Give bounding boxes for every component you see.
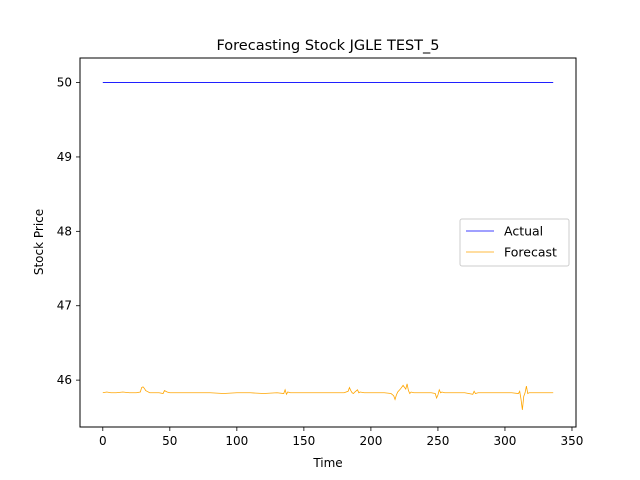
- x-axis-label: Time: [312, 456, 342, 470]
- y-tick-label: 49: [57, 150, 72, 164]
- series-line-forecast: [102, 383, 554, 410]
- y-axis: 46 47 48 49 50: [57, 76, 80, 387]
- x-tick-label: 350: [561, 434, 584, 448]
- x-axis: 0 50 100 150 200 250 300 350: [99, 427, 583, 448]
- legend-label-forecast: Forecast: [504, 245, 557, 260]
- y-axis-label: Stock Price: [32, 209, 46, 275]
- x-tick-label: 150: [292, 434, 315, 448]
- x-tick-label: 0: [99, 434, 107, 448]
- y-tick-label: 46: [57, 373, 72, 387]
- legend-label-actual: Actual: [504, 224, 543, 239]
- x-tick-label: 50: [162, 434, 177, 448]
- plot-area: [102, 82, 554, 410]
- x-tick-label: 250: [426, 434, 449, 448]
- y-tick-label: 47: [57, 299, 72, 313]
- x-tick-label: 200: [359, 434, 382, 448]
- y-tick-label: 50: [57, 76, 72, 90]
- legend: Actual Forecast: [459, 218, 570, 267]
- chart-title: Forecasting Stock JGLE TEST_5: [216, 38, 439, 54]
- x-tick-label: 300: [493, 434, 516, 448]
- y-tick-label: 48: [57, 224, 72, 238]
- axes-frame: [79, 57, 577, 428]
- x-tick-label: 100: [225, 434, 248, 448]
